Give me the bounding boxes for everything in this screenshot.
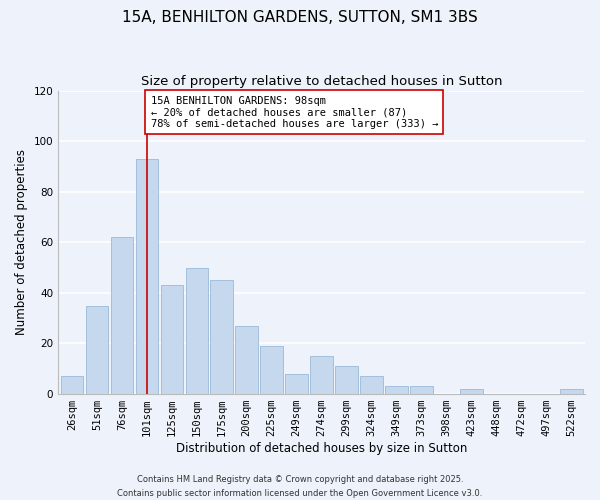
Bar bbox=[410, 386, 433, 394]
Bar bbox=[136, 159, 158, 394]
Bar bbox=[185, 268, 208, 394]
Y-axis label: Number of detached properties: Number of detached properties bbox=[15, 150, 28, 336]
Bar bbox=[211, 280, 233, 394]
Text: 15A, BENHILTON GARDENS, SUTTON, SM1 3BS: 15A, BENHILTON GARDENS, SUTTON, SM1 3BS bbox=[122, 10, 478, 25]
Title: Size of property relative to detached houses in Sutton: Size of property relative to detached ho… bbox=[141, 75, 502, 88]
Text: Contains HM Land Registry data © Crown copyright and database right 2025.
Contai: Contains HM Land Registry data © Crown c… bbox=[118, 476, 482, 498]
Bar bbox=[260, 346, 283, 394]
Bar bbox=[110, 238, 133, 394]
Bar bbox=[286, 374, 308, 394]
Bar bbox=[335, 366, 358, 394]
Bar bbox=[560, 389, 583, 394]
Bar bbox=[161, 286, 183, 394]
Text: 15A BENHILTON GARDENS: 98sqm
← 20% of detached houses are smaller (87)
78% of se: 15A BENHILTON GARDENS: 98sqm ← 20% of de… bbox=[151, 96, 438, 129]
Bar bbox=[460, 389, 482, 394]
Bar bbox=[310, 356, 333, 394]
Bar bbox=[385, 386, 408, 394]
Bar bbox=[61, 376, 83, 394]
Bar bbox=[86, 306, 108, 394]
Bar bbox=[360, 376, 383, 394]
X-axis label: Distribution of detached houses by size in Sutton: Distribution of detached houses by size … bbox=[176, 442, 467, 455]
Bar bbox=[235, 326, 258, 394]
